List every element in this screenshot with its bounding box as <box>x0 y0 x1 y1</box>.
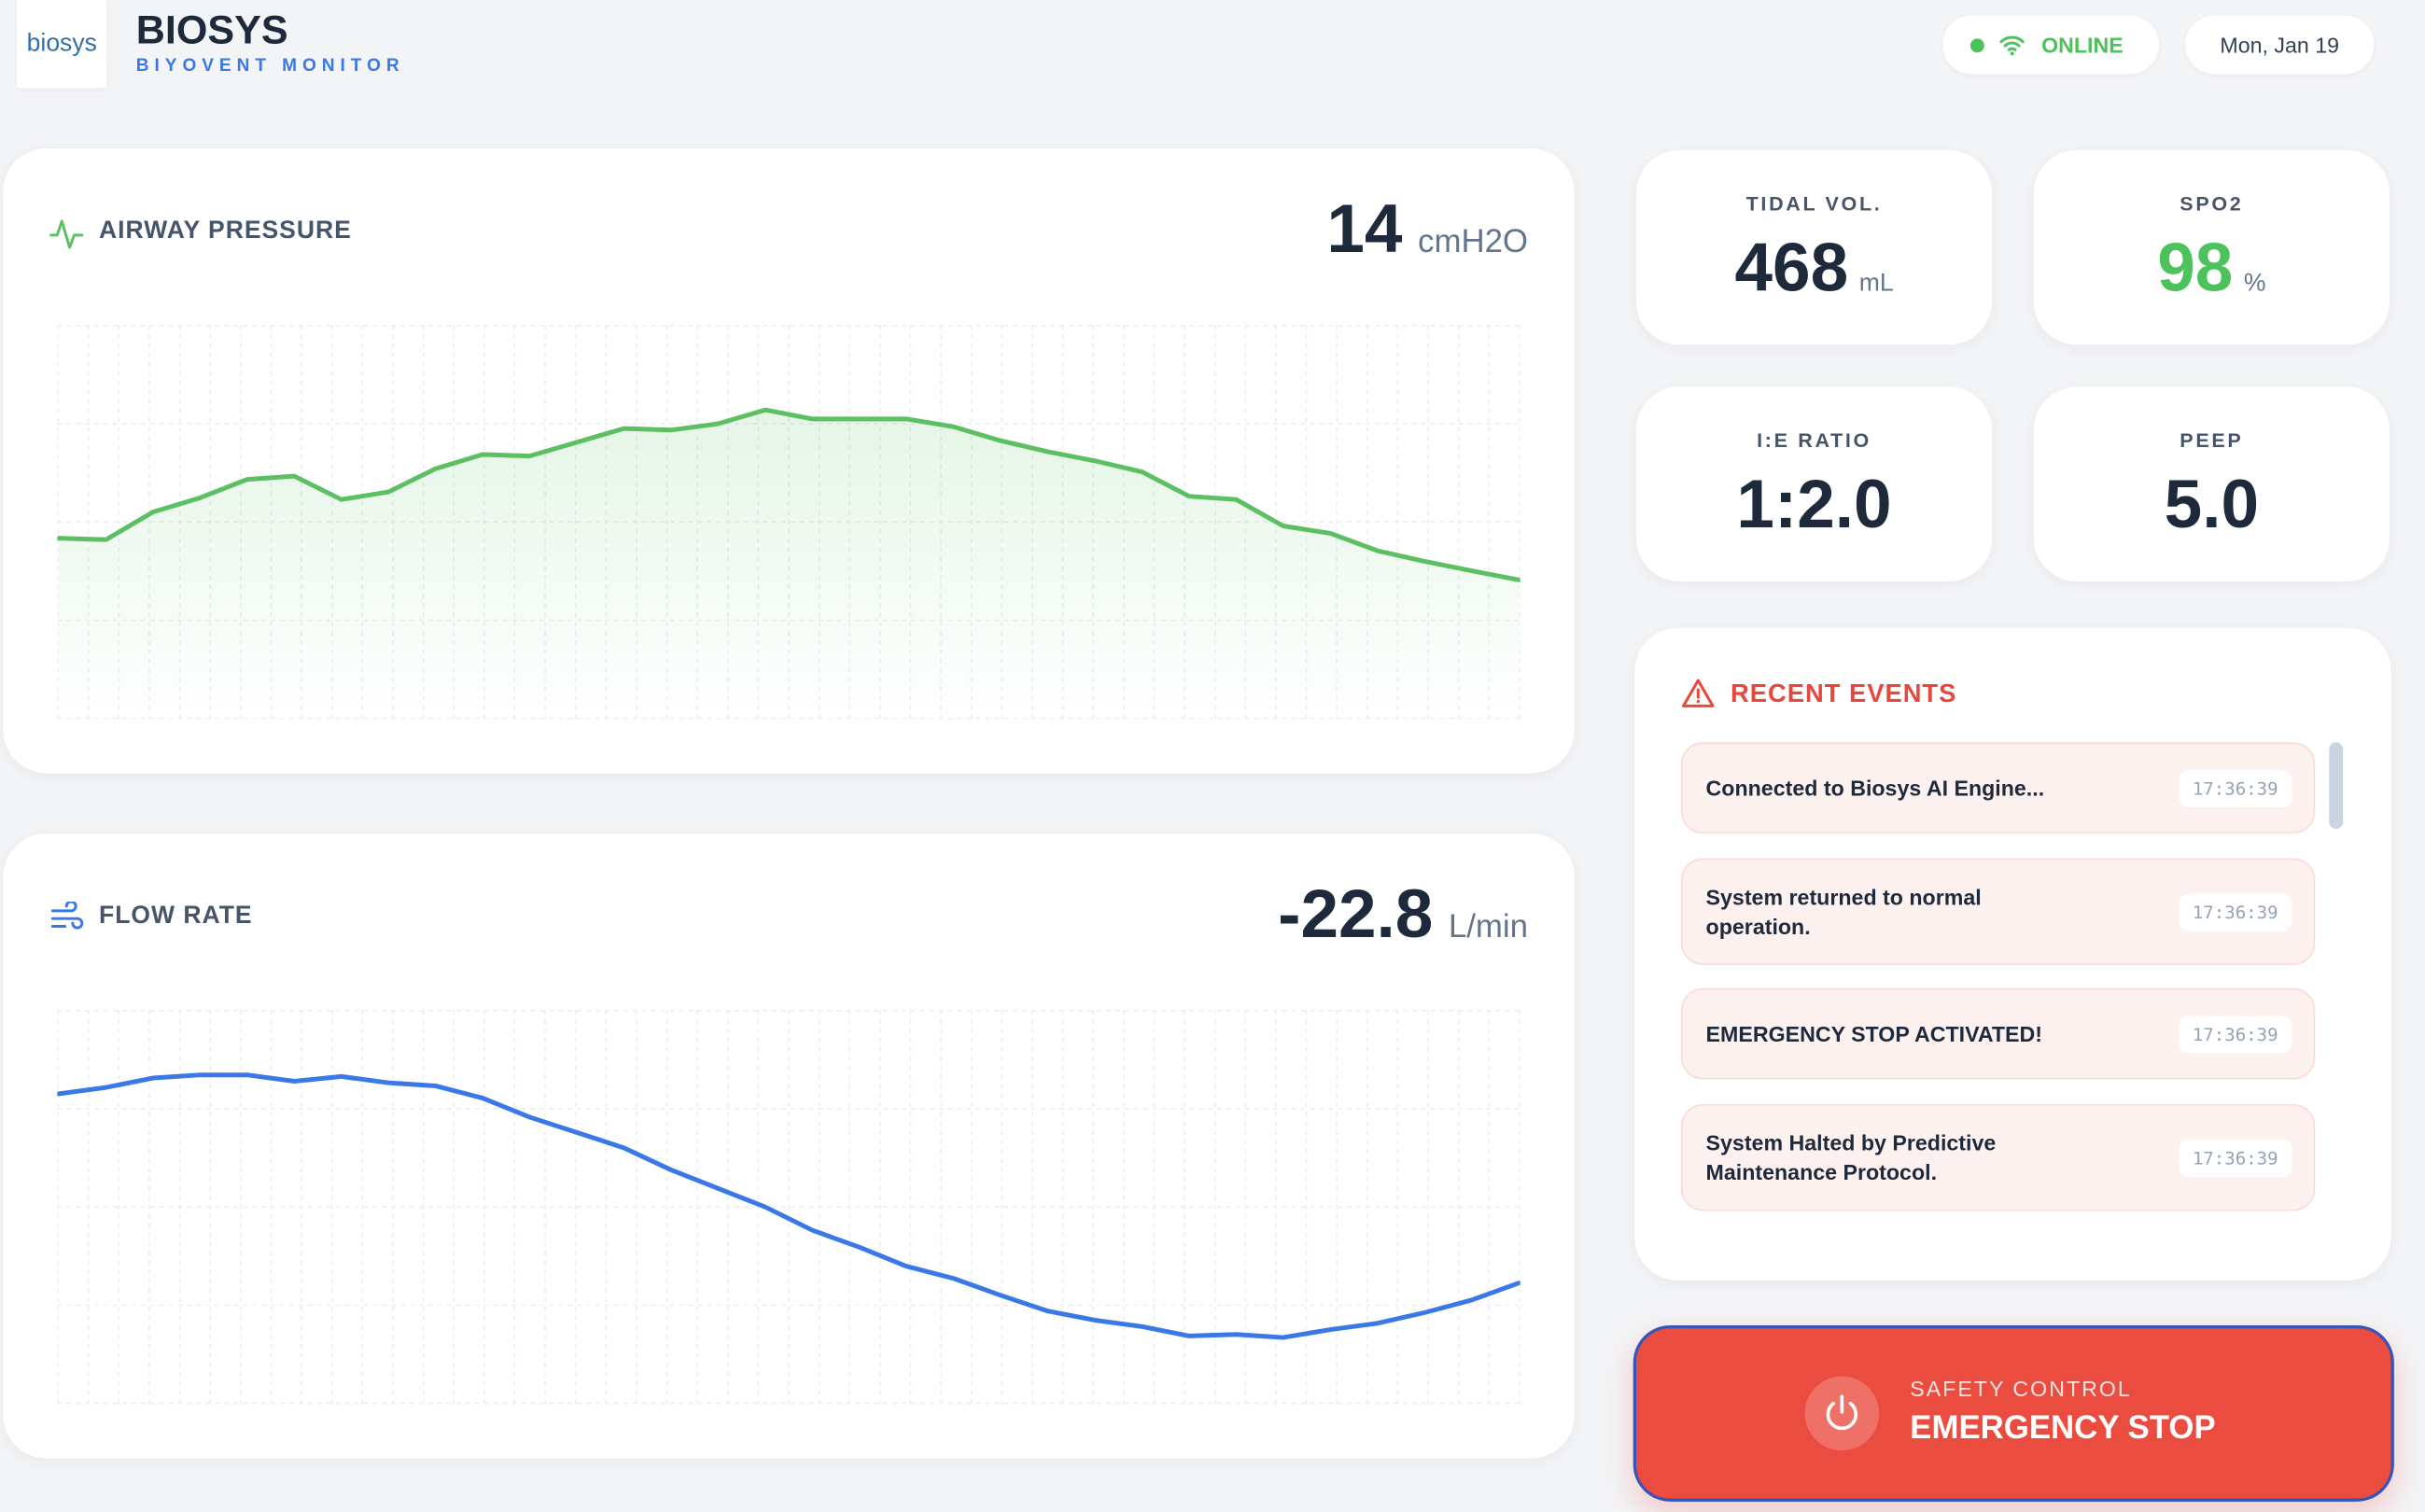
emergency-button[interactable]: SAFETY CONTROL EMERGENCY STOP <box>1633 1324 2394 1502</box>
wind-icon <box>50 901 84 930</box>
readout-value: 14 <box>1326 191 1403 268</box>
metric-value: 98 <box>2157 230 2234 307</box>
readout-unit: cmH2O <box>1418 224 1529 260</box>
metric-label: TIDAL VOL. <box>1745 191 1883 216</box>
flow-card: FLOW RATE -22.8 L/min <box>3 833 1575 1459</box>
pressure-card: AIRWAY PRESSURE 14 cmH2O <box>3 148 1575 774</box>
area-fill <box>58 410 1520 720</box>
readout-value: -22.8 <box>1278 876 1434 953</box>
metric-unit: mL <box>1858 270 1894 298</box>
metric-value: 468 <box>1734 230 1849 307</box>
metric-card: SPO2 98% <box>2033 149 2390 345</box>
event-time: 17:36:39 <box>2178 769 2292 807</box>
event-item[interactable]: System returned to normal operation. 17:3… <box>1681 858 2316 965</box>
event-message: System Halted by Predictive Maintenance … <box>1705 1129 1997 1184</box>
event-item[interactable]: System Halted by Predictive Maintenance … <box>1681 1104 2316 1211</box>
event-item[interactable]: Connected to Biosys AI Engine... 17:36:39 <box>1681 742 2316 834</box>
waveform-line <box>57 1072 1521 1340</box>
event-item[interactable]: EMERGENCY STOP ACTIVATED! 17:36:39 <box>1681 987 2316 1080</box>
readout: -22.8 L/min <box>1278 876 1528 954</box>
event-message: System returned to normal operation. <box>1705 883 1982 938</box>
emergency-label: EMERGENCY STOP <box>1910 1410 2216 1447</box>
warning-icon <box>1682 679 1715 707</box>
event-time: 17:36:39 <box>2178 1015 2292 1053</box>
power-icon-bg <box>1804 1376 1880 1451</box>
metric-unit: % <box>2243 270 2266 298</box>
status-text: ONLINE <box>2041 32 2124 58</box>
event-time: 17:36:39 <box>2178 892 2292 931</box>
events-title: RECENT EVENTS <box>1731 680 1957 708</box>
metric-card: I:E RATIO 1:2.0 <box>1635 386 1993 581</box>
metric-label: PEEP <box>2180 427 2244 452</box>
metric-card: PEEP 5.0 <box>2033 386 2390 581</box>
emergency-caption: SAFETY CONTROL <box>1910 1376 2132 1402</box>
metric-value: 1:2.0 <box>1736 467 1892 543</box>
date-pill: Mon, Jan 19 <box>2185 15 2375 75</box>
app-subtitle: BIYOVENT MONITOR <box>135 57 405 77</box>
power-icon <box>1826 1394 1858 1431</box>
pulse-icon <box>49 219 84 249</box>
event-message: Connected to Biosys AI Engine... <box>1705 775 2045 800</box>
waveform-chart <box>57 324 1521 720</box>
events-card: RECENT EVENTS Connected to Biosys AI Eng… <box>1634 627 2391 1281</box>
date-text: Mon, Jan 19 <box>2220 32 2340 58</box>
wifi-icon <box>1999 35 2025 56</box>
metric-value: 5.0 <box>2164 467 2260 543</box>
waveform-chart <box>57 1009 1521 1405</box>
metric-card: TIDAL VOL. 468 mL <box>1635 149 1993 345</box>
metric-label: I:E RATIO <box>1757 427 1871 452</box>
waveform-line <box>57 407 1521 582</box>
scrollbar[interactable] <box>2329 742 2344 830</box>
event-time: 17:36:39 <box>2178 1139 2292 1177</box>
readout: 14 cmH2O <box>1326 191 1528 269</box>
app-title: BIOSYS <box>135 6 288 53</box>
logo: biosys <box>17 0 107 89</box>
status-pill: ONLINE <box>1942 15 2160 75</box>
card-title: AIRWAY PRESSURE <box>99 217 352 245</box>
card-title: FLOW RATE <box>99 903 253 930</box>
metric-label: SPO2 <box>2180 191 2244 216</box>
readout-unit: L/min <box>1448 909 1529 945</box>
status-dot <box>1969 37 1984 52</box>
logo-text: biosys <box>26 30 97 57</box>
event-message: EMERGENCY STOP ACTIVATED! <box>1705 1020 2043 1046</box>
